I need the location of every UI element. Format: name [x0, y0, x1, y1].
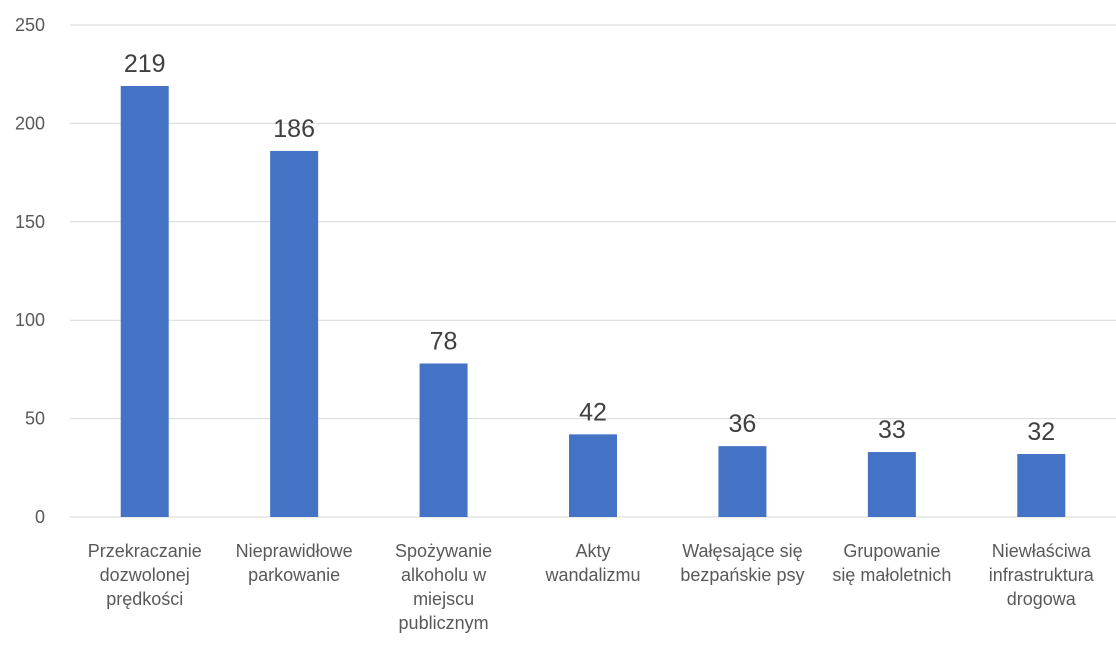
x-tick-label: Przekraczanie dozwolonej prędkości — [88, 541, 202, 609]
y-tick-label: 0 — [35, 507, 45, 527]
bar — [419, 363, 468, 517]
value-label: 186 — [273, 115, 315, 143]
value-label: 42 — [579, 398, 607, 426]
value-label: 33 — [878, 416, 906, 444]
x-tick-label: Niewłaściwa infrastruktura drogowa — [989, 541, 1095, 609]
x-tick-label: Spożywanie alkoholu w miejscu publicznym — [395, 541, 492, 633]
bar — [718, 446, 767, 517]
x-tick-label: Wałęsające się bezpańskie psy — [680, 541, 804, 585]
bar — [270, 150, 319, 517]
bar — [120, 86, 169, 518]
y-tick-label: 50 — [25, 409, 45, 429]
value-label: 36 — [729, 410, 757, 438]
value-label: 78 — [430, 327, 458, 355]
bar — [1017, 454, 1066, 517]
y-tick-label: 200 — [15, 113, 45, 133]
x-tick-label: Grupowanie się małoletnich — [832, 541, 951, 585]
x-tick-label: Nieprawidłowe parkowanie — [236, 541, 353, 585]
x-tick-label: Akty wandalizmu — [544, 541, 640, 585]
bar — [569, 434, 617, 517]
y-tick-label: 150 — [15, 212, 45, 232]
value-label: 32 — [1027, 418, 1055, 446]
y-tick-label: 250 — [15, 15, 45, 35]
y-tick-label: 100 — [15, 310, 45, 330]
value-label: 219 — [124, 50, 166, 78]
bar — [867, 452, 916, 517]
